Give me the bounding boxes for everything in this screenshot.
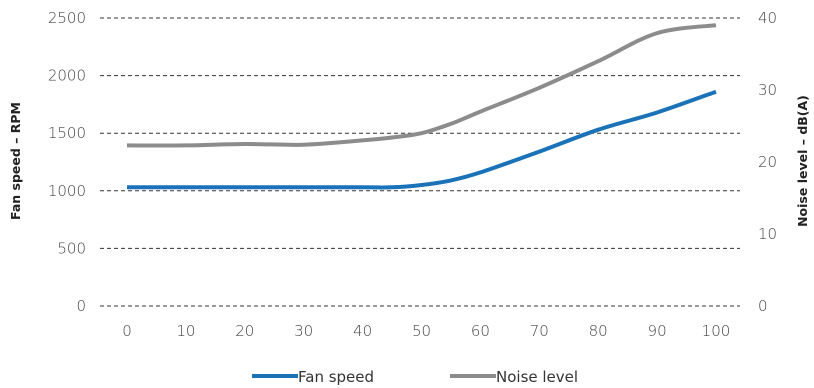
right-tick-label: 0: [758, 297, 768, 315]
right-tick-label: 40: [758, 9, 777, 27]
right-y-axis-title: Noise level – dB(A): [795, 95, 810, 227]
legend-label-noise-level: Noise level: [496, 368, 578, 386]
gridlines: [100, 17, 740, 307]
left-y-axis-title: Fan speed – RPM: [8, 102, 23, 220]
x-tick-label: 0: [122, 322, 132, 340]
left-y-axis-ticks: 0 500 1000 1500 2000 2500: [48, 9, 86, 315]
right-tick-label: 20: [758, 153, 777, 171]
right-tick-label: 10: [758, 225, 777, 243]
left-tick-label: 2000: [48, 67, 86, 85]
legend: Fan speed Noise level: [252, 368, 578, 386]
right-tick-label: 30: [758, 81, 777, 99]
series-line-fan-speed: [127, 89, 717, 190]
x-tick-label: 10: [176, 322, 195, 340]
right-y-axis-ticks: 0 10 20 30 40: [758, 9, 777, 315]
series-lines: [126, 23, 717, 190]
x-tick-label: 50: [412, 322, 431, 340]
left-tick-label: 1000: [48, 182, 86, 200]
legend-label-fan-speed: Fan speed: [298, 368, 374, 386]
left-tick-label: 500: [57, 239, 86, 257]
x-tick-label: 100: [702, 322, 731, 340]
x-tick-label: 70: [530, 322, 549, 340]
x-tick-label: 40: [353, 322, 372, 340]
left-tick-label: 2500: [48, 9, 86, 27]
x-tick-label: 80: [589, 322, 608, 340]
x-axis-ticks: 0 10 20 30 40 50 60 70 80 90 100: [122, 322, 730, 340]
x-tick-label: 90: [648, 322, 667, 340]
x-tick-label: 30: [294, 322, 313, 340]
series-line-noise-level: [126, 23, 717, 148]
x-tick-label: 20: [235, 322, 254, 340]
left-tick-label: 0: [76, 297, 86, 315]
left-tick-label: 1500: [48, 124, 86, 142]
x-tick-label: 60: [471, 322, 490, 340]
